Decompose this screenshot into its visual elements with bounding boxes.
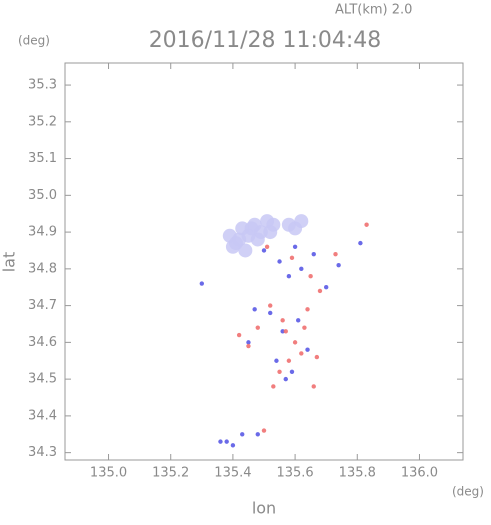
x-tick-label: 136.0 [401, 466, 438, 481]
data-point [286, 358, 292, 363]
data-point [280, 329, 285, 334]
y-tick-label: 35.1 [28, 151, 57, 166]
data-point [240, 432, 245, 437]
x-tick-label: 135.8 [339, 466, 376, 481]
data-point [252, 307, 257, 312]
data-point [294, 214, 309, 229]
data-point [280, 318, 285, 323]
data-point [271, 384, 276, 389]
data-point [299, 266, 304, 272]
x-tick-label: 135.4 [214, 466, 251, 481]
data-point [250, 232, 265, 247]
data-point [336, 262, 341, 268]
y-tick-label: 34.9 [28, 225, 57, 240]
y-tick-label: 35.2 [28, 114, 57, 129]
altitude-annotation: ALT(km) 2.0 [335, 3, 412, 18]
data-point [218, 439, 223, 444]
chart-title: 2016/11/28 11:04:48 [149, 28, 382, 53]
data-point [268, 303, 273, 308]
data-point [199, 281, 205, 286]
x-tick-label: 135.0 [90, 466, 127, 481]
data-point [263, 225, 278, 240]
data-point [268, 310, 273, 316]
data-point [261, 428, 267, 433]
data-point [358, 240, 363, 246]
data-point [255, 325, 260, 330]
data-point [277, 369, 282, 374]
y-tick-label: 35.0 [28, 188, 57, 203]
data-point [333, 251, 338, 257]
x-axis-label: lon [252, 499, 276, 518]
data-point [255, 432, 260, 437]
data-point [264, 244, 270, 249]
data-point [274, 358, 279, 363]
y-unit: (deg) [18, 34, 50, 48]
data-point [246, 343, 251, 349]
data-point [277, 259, 282, 264]
data-point [305, 307, 310, 312]
data-point [246, 340, 251, 345]
plot-frame [64, 62, 464, 461]
data-point [244, 221, 259, 236]
data-point [286, 274, 292, 279]
data-point [305, 347, 310, 352]
x-tick-label: 135.6 [276, 466, 313, 481]
data-point [302, 325, 307, 330]
data-point [317, 288, 323, 294]
y-tick-label: 35.3 [28, 78, 57, 93]
data-point [311, 251, 316, 257]
data-point [230, 443, 236, 448]
data-point [261, 248, 267, 253]
data-point [314, 354, 320, 360]
data-point [364, 222, 369, 227]
data-point [299, 351, 304, 356]
data-point [238, 243, 253, 258]
x-tick-label: 135.2 [152, 466, 189, 481]
data-point [292, 244, 298, 249]
data-point [236, 332, 242, 338]
data-point [283, 376, 288, 382]
y-tick-label: 34.8 [28, 261, 57, 276]
data-point [232, 232, 247, 247]
y-tick-label: 34.6 [28, 335, 57, 350]
data-point [289, 369, 295, 374]
y-tick-label: 34.3 [28, 445, 57, 460]
y-tick-label: 34.5 [28, 372, 57, 387]
y-tick-label: 34.7 [28, 298, 57, 313]
y-axis-label: lat [0, 252, 19, 273]
data-point [289, 255, 295, 261]
data-point [308, 274, 313, 279]
data-point [283, 329, 288, 334]
data-point [311, 384, 316, 389]
y-tick-label: 34.4 [28, 408, 57, 423]
data-point [296, 318, 301, 323]
data-point [292, 340, 298, 345]
data-point [224, 439, 229, 444]
x-unit: (deg) [452, 485, 484, 499]
data-point [323, 285, 329, 290]
